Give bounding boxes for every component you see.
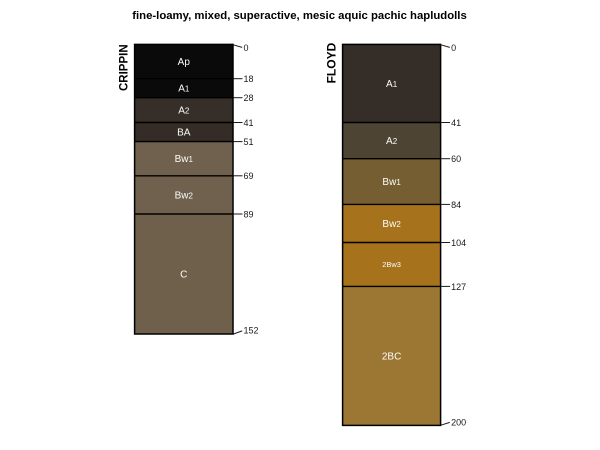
svg-text:fine-loamy, mixed, superactive: fine-loamy, mixed, superactive, mesic aq… <box>132 10 467 22</box>
svg-text:Bw2: Bw2 <box>382 219 401 230</box>
svg-text:89: 89 <box>244 209 254 219</box>
svg-text:C: C <box>180 269 187 280</box>
svg-text:A1: A1 <box>386 79 398 90</box>
svg-text:51: 51 <box>244 137 254 147</box>
svg-text:18: 18 <box>244 74 254 84</box>
svg-text:41: 41 <box>451 118 461 128</box>
svg-text:69: 69 <box>244 171 254 181</box>
svg-text:BA: BA <box>177 128 191 139</box>
svg-text:104: 104 <box>451 238 466 248</box>
svg-text:CRIPPIN: CRIPPIN <box>118 44 130 91</box>
svg-text:200: 200 <box>451 417 466 427</box>
svg-text:Bw2: Bw2 <box>175 190 194 201</box>
svg-text:Bw1: Bw1 <box>175 154 194 165</box>
svg-text:A1: A1 <box>178 84 190 95</box>
svg-text:0: 0 <box>451 43 456 53</box>
svg-text:A2: A2 <box>178 106 190 117</box>
svg-text:0: 0 <box>244 43 249 53</box>
svg-text:Bw1: Bw1 <box>382 177 401 188</box>
svg-text:84: 84 <box>451 200 461 210</box>
svg-text:2BC: 2BC <box>382 351 401 362</box>
svg-text:41: 41 <box>244 118 254 128</box>
svg-text:2Bw3: 2Bw3 <box>382 260 401 269</box>
svg-text:FLOYD: FLOYD <box>325 42 339 83</box>
svg-text:152: 152 <box>244 326 259 336</box>
svg-text:28: 28 <box>244 93 254 103</box>
svg-text:Ap: Ap <box>178 57 191 68</box>
svg-text:127: 127 <box>451 282 466 292</box>
svg-text:60: 60 <box>451 154 461 164</box>
svg-text:A2: A2 <box>386 136 398 147</box>
